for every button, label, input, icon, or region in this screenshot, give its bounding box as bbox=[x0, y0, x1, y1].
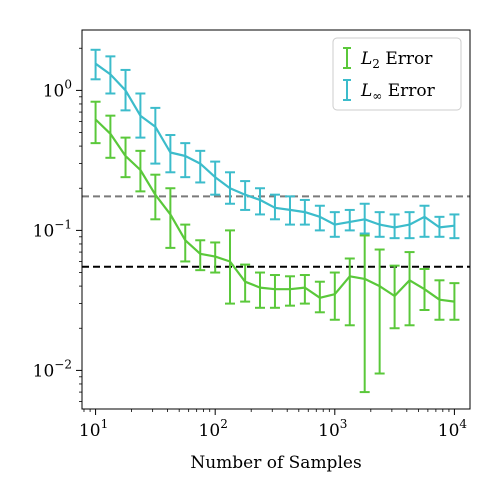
y-tick-label-1: 10−2 bbox=[33, 357, 72, 381]
legend-box bbox=[332, 37, 462, 111]
y-tick-label-3: 100 bbox=[43, 77, 72, 101]
legend-label-1: L2 Error bbox=[360, 49, 433, 71]
x-axis-label: Number of Samples bbox=[190, 453, 361, 473]
x-tick-label-4: 104 bbox=[438, 417, 468, 441]
x-tick-label-3: 103 bbox=[318, 417, 347, 441]
x-tick-label-2: 102 bbox=[199, 417, 228, 441]
series-line bbox=[94, 62, 455, 229]
series-1 bbox=[90, 100, 460, 394]
legend-label-2: L∞ Error bbox=[360, 81, 436, 103]
series-line bbox=[94, 118, 455, 303]
plot-frame bbox=[81, 29, 471, 410]
x-tick-label-1: 101 bbox=[79, 417, 108, 441]
y-tick-label-2: 10−1 bbox=[33, 217, 72, 241]
series-2 bbox=[90, 48, 460, 240]
